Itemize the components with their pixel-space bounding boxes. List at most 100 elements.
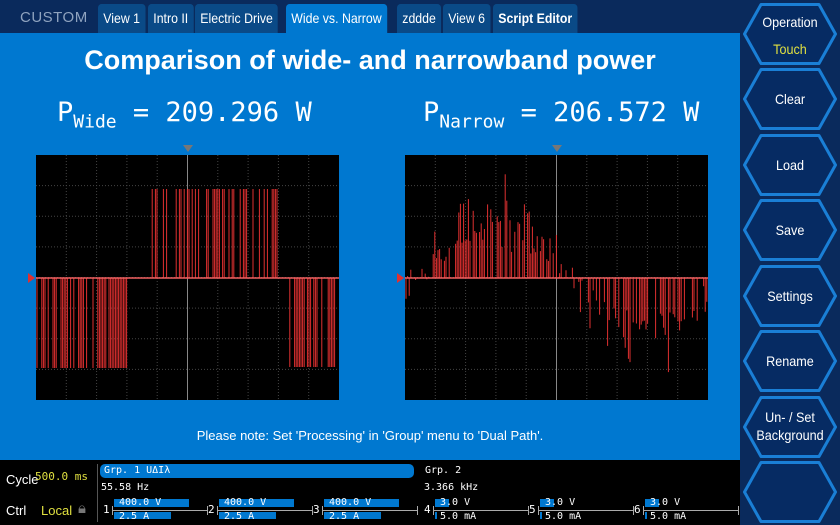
channel-1[interactable]: 1 400.0 V 2.5 A (103, 497, 208, 523)
channel-number: 1 (103, 503, 110, 516)
group-2-header[interactable]: Grp. 2 (425, 465, 462, 476)
wide-value: = 209.296 W (132, 97, 312, 128)
button-frame (743, 68, 837, 130)
un-set-button[interactable]: Un- / Set Background (743, 396, 837, 458)
channel-number: 2 (208, 503, 215, 516)
button-label: Un- / Set (765, 409, 815, 425)
tick (417, 506, 418, 515)
current-range: 5.0 mA (440, 511, 477, 522)
tab-intro-ii[interactable]: Intro II (147, 4, 194, 33)
button-frame (743, 461, 837, 523)
tick (207, 506, 208, 515)
trigger-position-icon[interactable] (182, 145, 193, 152)
voltage-range: 3.0 V (650, 497, 681, 508)
button-label: Settings (767, 288, 813, 304)
settings-button[interactable]: Settings (743, 265, 837, 327)
tick (528, 506, 529, 515)
channel-range-line (112, 510, 208, 511)
current-bar (435, 512, 437, 519)
wide-scope[interactable] (28, 145, 339, 400)
tick (322, 506, 323, 515)
channel-number: 5 (529, 503, 536, 516)
button-frame (743, 396, 837, 458)
tick (633, 506, 634, 515)
ctrl-value[interactable]: Local (41, 503, 73, 518)
group-1-header[interactable]: Grp. 1 UΔIλ (100, 464, 414, 478)
channel-6[interactable]: 6 3.0 V 5.0 mA (634, 497, 739, 523)
tab-bar: View 1 Intro II Electric Drive Wide vs. … (98, 4, 581, 33)
voltage-range: 3.0 V (545, 497, 576, 508)
zero-level-icon[interactable] (397, 273, 404, 283)
tab-view-6[interactable]: View 6 (442, 4, 491, 33)
channel-number: 6 (634, 503, 641, 516)
button-label: Operation (762, 14, 818, 30)
current-bar (324, 512, 381, 519)
brand-label: CUSTOM (20, 9, 88, 26)
voltage-bar (219, 499, 294, 507)
tick (217, 506, 218, 515)
current-range: 2.5 A (224, 511, 255, 522)
save-button[interactable]: Save (743, 199, 837, 261)
scope-display (405, 155, 708, 400)
wide-subscript: Wide (73, 111, 117, 133)
channel-4[interactable]: 4 3.0 V 5.0 mA (424, 497, 529, 523)
channel-range-line (643, 510, 739, 511)
voltage-bar (114, 499, 189, 507)
main-view: Comparison of wide- and narrowband power… (0, 33, 740, 460)
current-range: 2.5 A (329, 511, 360, 522)
lock-icon[interactable]: 🔒︎ (78, 500, 86, 517)
tick (643, 506, 644, 515)
button-value: Touch (773, 41, 807, 57)
tick (312, 506, 313, 515)
voltage-bar (540, 499, 554, 507)
voltage-bar (645, 499, 659, 507)
scope-display (36, 155, 339, 400)
tab-wide-vs-narrow[interactable]: Wide vs. Narrow (285, 4, 387, 33)
operation-button[interactable]: Operation Touch (743, 3, 837, 65)
voltage-bar (435, 499, 449, 507)
tick (738, 506, 739, 515)
button-label: Save (775, 222, 805, 238)
load-button[interactable]: Load (743, 134, 837, 196)
blank-button[interactable] (743, 461, 837, 523)
zero-level-icon[interactable] (28, 273, 35, 283)
channel-3[interactable]: 3 400.0 V 2.5 A (313, 497, 418, 523)
channel-number: 4 (424, 503, 431, 516)
button-label: Rename (766, 353, 814, 369)
tab-view-1[interactable]: View 1 (98, 4, 146, 33)
voltage-range: 3.0 V (440, 497, 471, 508)
channel-number: 3 (313, 503, 320, 516)
channel-2[interactable]: 2 400.0 V 2.5 A (208, 497, 313, 523)
button-label-line2: Background (756, 427, 824, 443)
rename-button[interactable]: Rename (743, 330, 837, 392)
tab-zddde[interactable]: zddde (396, 4, 441, 33)
note-text: Please note: Set 'Processing' in 'Group'… (196, 428, 544, 443)
wide-power-readout: PWide = 209.296 W (57, 97, 312, 132)
cycle-value[interactable]: 500.0 ms (35, 470, 88, 483)
trigger-position-icon[interactable] (551, 145, 562, 152)
tick (433, 506, 434, 515)
button-frame (743, 3, 837, 65)
current-range: 5.0 mA (650, 511, 687, 522)
button-label: Load (775, 157, 805, 173)
channel-5[interactable]: 5 3.0 V 5.0 mA (529, 497, 634, 523)
cycle-label: Cycle (6, 472, 39, 487)
status-bar: Cycle 500.0 ms Ctrl Local 🔒︎ Grp. 1 UΔIλ… (0, 460, 740, 525)
narrow-value: = 206.572 W (520, 97, 700, 128)
ctrl-label: Ctrl (6, 503, 27, 518)
group-2-frequency: 3.366 kHz (424, 482, 479, 493)
wide-symbol: P (57, 97, 74, 128)
channel-range-line (322, 510, 418, 511)
button-frame (743, 134, 837, 196)
tick (538, 506, 539, 515)
tab-script-editor[interactable]: Script Editor (492, 4, 578, 33)
narrow-scope[interactable] (397, 145, 708, 400)
current-bar (114, 512, 171, 519)
narrow-power-readout: PNarrow = 206.572 W (423, 97, 699, 132)
tab-electric-drive[interactable]: Electric Drive (195, 4, 279, 33)
current-bar (540, 512, 542, 519)
current-range: 2.5 A (119, 511, 150, 522)
clear-button[interactable]: Clear (743, 68, 837, 130)
side-panel: Operation Touch Clear Load Save Settings Renam… (740, 0, 840, 525)
current-bar (219, 512, 276, 519)
